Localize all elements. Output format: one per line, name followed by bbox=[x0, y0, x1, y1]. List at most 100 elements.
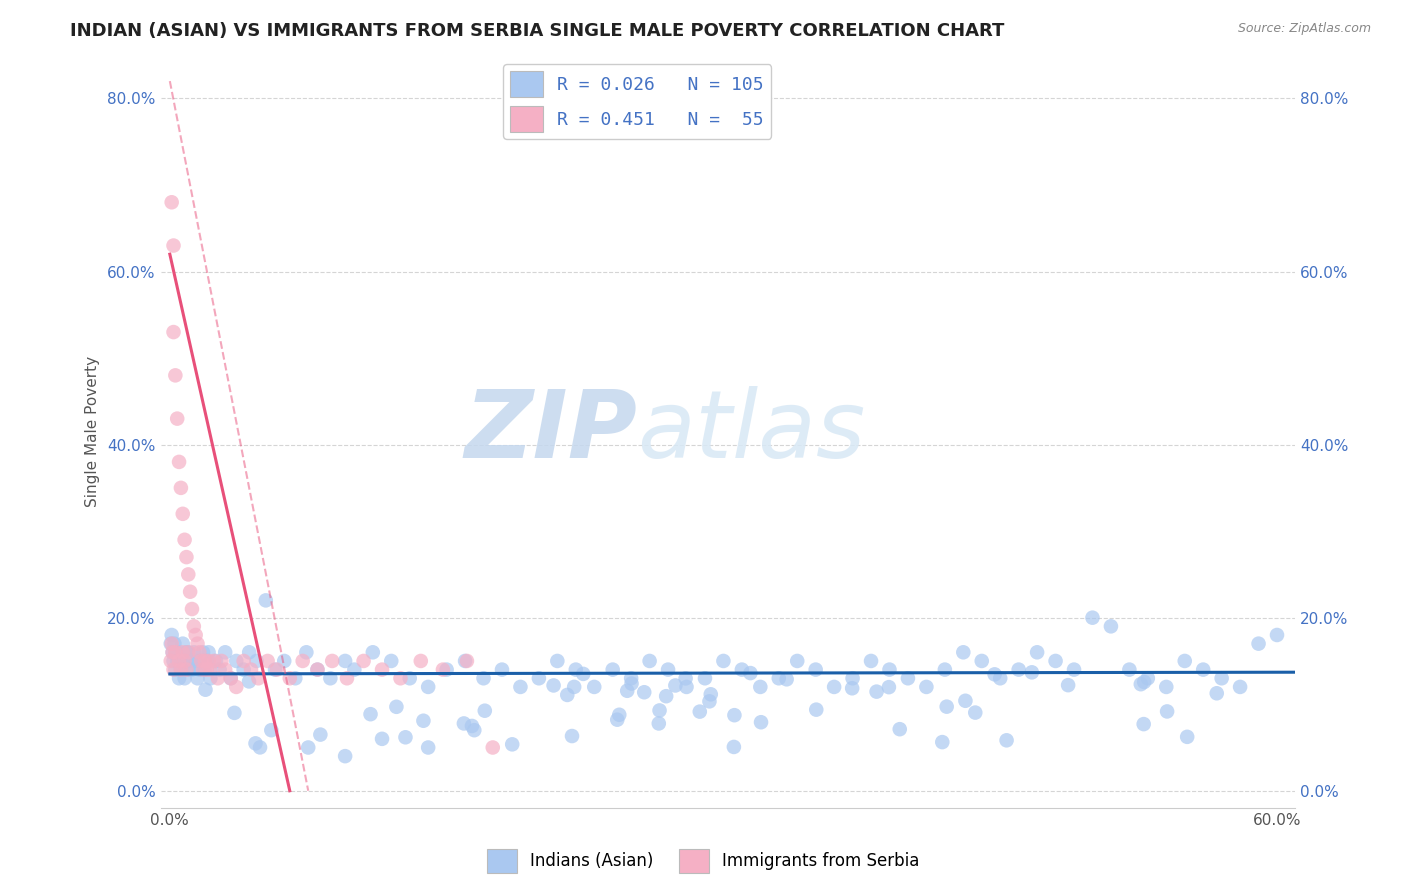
Point bbox=[159, 637, 181, 651]
Point bbox=[607, 707, 630, 722]
Point bbox=[160, 195, 183, 210]
Point bbox=[463, 723, 485, 738]
Point bbox=[225, 654, 247, 668]
Point bbox=[278, 671, 301, 685]
Point bbox=[166, 654, 188, 668]
Point bbox=[191, 663, 214, 677]
Point bbox=[501, 737, 523, 751]
Point bbox=[167, 645, 190, 659]
Y-axis label: Single Male Poverty: Single Male Poverty bbox=[86, 356, 100, 508]
Point bbox=[172, 637, 194, 651]
Point bbox=[219, 671, 242, 685]
Point bbox=[371, 663, 394, 677]
Point bbox=[1045, 654, 1067, 668]
Point bbox=[620, 676, 643, 690]
Point bbox=[1174, 654, 1197, 668]
Point bbox=[181, 602, 204, 616]
Point bbox=[983, 667, 1005, 681]
Point bbox=[247, 671, 270, 685]
Point bbox=[1156, 705, 1178, 719]
Point bbox=[197, 645, 219, 659]
Point bbox=[266, 663, 288, 677]
Point bbox=[188, 663, 211, 677]
Point bbox=[214, 645, 236, 659]
Point bbox=[655, 689, 678, 703]
Point bbox=[162, 654, 184, 668]
Point bbox=[167, 671, 190, 685]
Text: ZIP: ZIP bbox=[464, 385, 637, 477]
Point bbox=[689, 705, 711, 719]
Point bbox=[453, 716, 475, 731]
Point bbox=[245, 736, 267, 750]
Point bbox=[995, 733, 1018, 747]
Point bbox=[195, 654, 218, 668]
Point bbox=[165, 663, 187, 677]
Point bbox=[172, 645, 194, 659]
Point bbox=[389, 671, 412, 685]
Point bbox=[965, 706, 987, 720]
Point bbox=[167, 654, 190, 668]
Point bbox=[527, 671, 550, 685]
Point bbox=[648, 716, 671, 731]
Point bbox=[675, 680, 697, 694]
Point bbox=[249, 740, 271, 755]
Point bbox=[238, 645, 260, 659]
Point bbox=[638, 654, 661, 668]
Point bbox=[1175, 730, 1198, 744]
Point bbox=[208, 663, 231, 677]
Point bbox=[371, 731, 394, 746]
Point bbox=[165, 368, 187, 383]
Point bbox=[307, 663, 329, 677]
Point bbox=[333, 749, 356, 764]
Text: INDIAN (ASIAN) VS IMMIGRANTS FROM SERBIA SINGLE MALE POVERTY CORRELATION CHART: INDIAN (ASIAN) VS IMMIGRANTS FROM SERBIA… bbox=[70, 22, 1005, 40]
Point bbox=[343, 663, 366, 677]
Point bbox=[565, 663, 588, 677]
Point bbox=[1205, 686, 1227, 700]
Point bbox=[172, 507, 194, 521]
Point bbox=[183, 619, 205, 633]
Point bbox=[307, 663, 329, 677]
Point bbox=[731, 663, 754, 677]
Point bbox=[162, 663, 184, 677]
Point bbox=[952, 645, 974, 659]
Point bbox=[264, 663, 287, 677]
Point bbox=[1247, 637, 1270, 651]
Point bbox=[162, 645, 184, 659]
Point bbox=[159, 654, 181, 668]
Point bbox=[664, 678, 686, 692]
Point bbox=[1063, 663, 1085, 677]
Point bbox=[309, 728, 332, 742]
Point bbox=[167, 455, 190, 469]
Point bbox=[935, 699, 957, 714]
Point bbox=[768, 671, 790, 685]
Point bbox=[211, 654, 233, 668]
Point bbox=[620, 671, 643, 685]
Point bbox=[1021, 665, 1043, 680]
Point bbox=[398, 671, 420, 685]
Point bbox=[179, 584, 201, 599]
Point bbox=[291, 654, 314, 668]
Point bbox=[238, 674, 260, 689]
Point bbox=[841, 671, 863, 685]
Point bbox=[860, 654, 883, 668]
Point bbox=[472, 671, 495, 685]
Point bbox=[775, 673, 797, 687]
Point bbox=[240, 663, 263, 677]
Point bbox=[200, 671, 222, 685]
Point bbox=[176, 654, 198, 668]
Point bbox=[170, 663, 193, 677]
Point bbox=[865, 684, 887, 698]
Point bbox=[200, 663, 222, 677]
Point bbox=[412, 714, 434, 728]
Point bbox=[194, 654, 217, 668]
Point bbox=[297, 740, 319, 755]
Point bbox=[491, 663, 513, 677]
Point bbox=[273, 654, 295, 668]
Point bbox=[1129, 677, 1152, 691]
Legend: R = 0.026   N = 105, R = 0.451   N =  55: R = 0.026 N = 105, R = 0.451 N = 55 bbox=[503, 64, 772, 139]
Point bbox=[260, 723, 283, 738]
Point bbox=[232, 663, 254, 677]
Point bbox=[245, 654, 267, 668]
Point bbox=[336, 671, 359, 685]
Point bbox=[183, 645, 205, 659]
